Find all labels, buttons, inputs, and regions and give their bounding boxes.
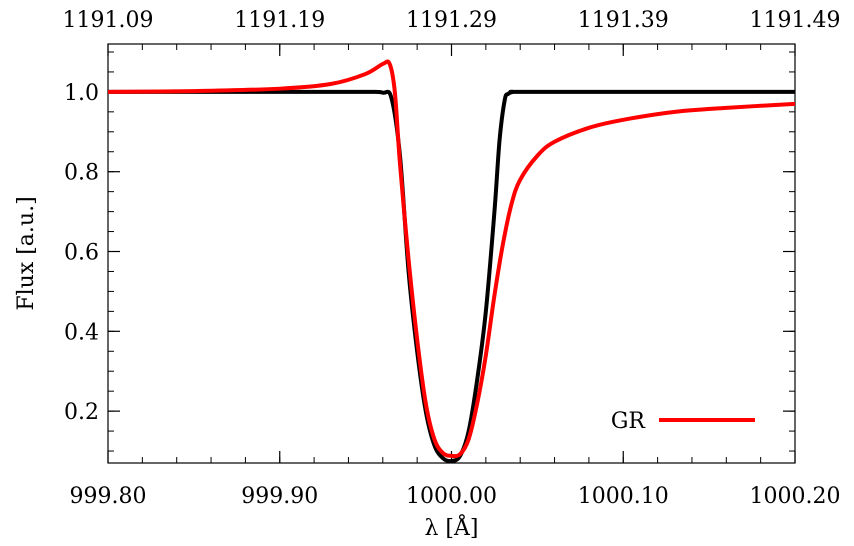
series-line-0 <box>108 89 795 463</box>
x-axis-title: λ [Å] <box>425 513 479 541</box>
series-line-gr <box>108 59 795 459</box>
y-tick-label: 1.0 <box>64 81 99 106</box>
x-tick-label: 1000.20 <box>750 484 841 509</box>
y-tick-label: 0.2 <box>64 400 99 425</box>
top-axis-tick-label: 1191.49 <box>750 8 841 33</box>
top-axis-tick-label: 1191.29 <box>406 8 497 33</box>
y-tick-label: 0.4 <box>64 320 99 345</box>
x-tick-label: 1000.00 <box>406 484 497 509</box>
y-tick-label: 0.6 <box>64 241 99 266</box>
x-tick-label: 999.80 <box>70 484 147 509</box>
x-tick-label: 1000.10 <box>578 484 669 509</box>
top-axis-tick-label: 1191.09 <box>63 8 154 33</box>
legend-label: GR <box>611 409 647 434</box>
y-tick-label: 0.8 <box>64 161 99 186</box>
top-axis-tick-label: 1191.39 <box>578 8 669 33</box>
plot-frame <box>107 43 796 464</box>
y-axis-title: Flux [a.u.] <box>14 196 39 310</box>
x-tick-label: 999.90 <box>241 484 318 509</box>
top-axis-tick-label: 1191.19 <box>234 8 325 33</box>
